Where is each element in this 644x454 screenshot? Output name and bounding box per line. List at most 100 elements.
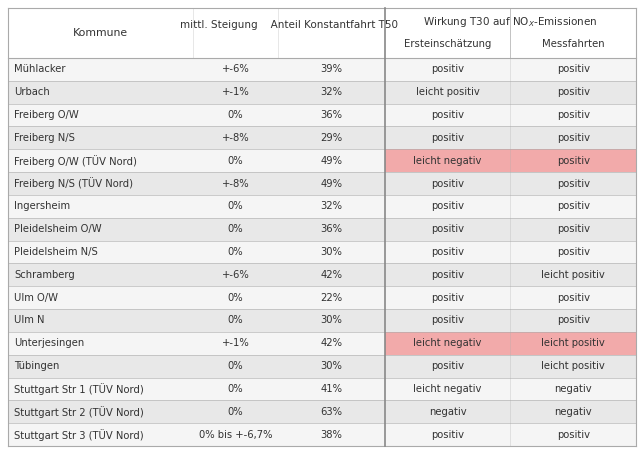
Text: 0% bis +-6,7%: 0% bis +-6,7%: [199, 429, 272, 439]
Text: positiv: positiv: [431, 429, 464, 439]
Text: Wirkung T30 auf NO$_X$-Emissionen: Wirkung T30 auf NO$_X$-Emissionen: [423, 15, 598, 29]
Text: Stuttgart Str 2 (TÜV Nord): Stuttgart Str 2 (TÜV Nord): [14, 406, 144, 418]
Bar: [8, 8, 385, 58]
Bar: [385, 378, 636, 400]
Text: mittl. Steigung    Anteil Konstantfahrt T50: mittl. Steigung Anteil Konstantfahrt T50: [180, 20, 398, 30]
Text: 42%: 42%: [321, 270, 343, 280]
Text: 0%: 0%: [228, 247, 243, 257]
Text: 0%: 0%: [228, 361, 243, 371]
Text: 29%: 29%: [320, 133, 343, 143]
Bar: [385, 172, 636, 195]
Text: positiv: positiv: [556, 316, 590, 326]
Text: 36%: 36%: [321, 224, 343, 234]
Text: Pleidelsheim O/W: Pleidelsheim O/W: [14, 224, 102, 234]
Text: Ingersheim: Ingersheim: [14, 202, 70, 212]
Text: +-8%: +-8%: [222, 178, 249, 188]
Bar: [8, 378, 385, 400]
Text: 41%: 41%: [321, 384, 343, 394]
Text: 0%: 0%: [228, 156, 243, 166]
Text: positiv: positiv: [431, 110, 464, 120]
Bar: [385, 195, 636, 218]
Bar: [8, 127, 385, 149]
Bar: [385, 241, 636, 263]
Text: positiv: positiv: [556, 429, 590, 439]
Bar: [385, 309, 636, 332]
Text: 49%: 49%: [321, 156, 343, 166]
Text: positiv: positiv: [431, 133, 464, 143]
Text: positiv: positiv: [431, 202, 464, 212]
Text: leicht negativ: leicht negativ: [413, 384, 482, 394]
Text: 30%: 30%: [321, 316, 343, 326]
Bar: [385, 286, 636, 309]
Text: Tübingen: Tübingen: [14, 361, 59, 371]
Bar: [8, 400, 385, 423]
Text: 0%: 0%: [228, 407, 243, 417]
Bar: [8, 423, 385, 446]
Text: positiv: positiv: [431, 293, 464, 303]
Text: positiv: positiv: [431, 270, 464, 280]
Bar: [8, 355, 385, 378]
Text: positiv: positiv: [556, 224, 590, 234]
Text: Stuttgart Str 1 (TÜV Nord): Stuttgart Str 1 (TÜV Nord): [14, 383, 144, 395]
Bar: [8, 81, 385, 104]
Bar: [385, 8, 636, 58]
Text: positiv: positiv: [556, 110, 590, 120]
Text: positiv: positiv: [556, 133, 590, 143]
Text: leicht negativ: leicht negativ: [413, 156, 482, 166]
Bar: [8, 58, 385, 81]
Bar: [385, 218, 636, 241]
Text: Ersteinschätzung: Ersteinschätzung: [404, 39, 491, 49]
Bar: [8, 286, 385, 309]
Text: +-6%: +-6%: [222, 270, 249, 280]
Text: Messfahrten: Messfahrten: [542, 39, 605, 49]
Bar: [385, 81, 636, 104]
Bar: [385, 332, 636, 355]
Text: +-1%: +-1%: [222, 338, 249, 348]
Text: Freiberg N/S (TÜV Nord): Freiberg N/S (TÜV Nord): [14, 178, 133, 189]
Text: leicht positiv: leicht positiv: [542, 361, 605, 371]
Bar: [8, 172, 385, 195]
Text: Mühlacker: Mühlacker: [14, 64, 66, 74]
Text: 32%: 32%: [321, 202, 343, 212]
Bar: [385, 355, 636, 378]
Text: 49%: 49%: [321, 178, 343, 188]
Text: 0%: 0%: [228, 110, 243, 120]
Text: 22%: 22%: [320, 293, 343, 303]
Text: +-8%: +-8%: [222, 133, 249, 143]
Text: Schramberg: Schramberg: [14, 270, 75, 280]
Text: 0%: 0%: [228, 293, 243, 303]
Bar: [385, 149, 636, 172]
Text: Freiberg N/S: Freiberg N/S: [14, 133, 75, 143]
Text: positiv: positiv: [556, 202, 590, 212]
Text: positiv: positiv: [431, 316, 464, 326]
Text: 36%: 36%: [321, 110, 343, 120]
Bar: [8, 241, 385, 263]
Text: 38%: 38%: [321, 429, 343, 439]
Text: 30%: 30%: [321, 247, 343, 257]
Text: 0%: 0%: [228, 384, 243, 394]
Text: Ulm O/W: Ulm O/W: [14, 293, 58, 303]
Text: Pleidelsheim N/S: Pleidelsheim N/S: [14, 247, 98, 257]
Bar: [385, 58, 636, 81]
Text: positiv: positiv: [556, 178, 590, 188]
Bar: [8, 149, 385, 172]
Text: positiv: positiv: [556, 247, 590, 257]
Text: negativ: negativ: [429, 407, 466, 417]
Text: positiv: positiv: [431, 64, 464, 74]
Text: Urbach: Urbach: [14, 87, 50, 97]
Bar: [385, 127, 636, 149]
Text: 32%: 32%: [321, 87, 343, 97]
Text: 39%: 39%: [321, 64, 343, 74]
Text: 0%: 0%: [228, 202, 243, 212]
Bar: [385, 104, 636, 127]
Text: 42%: 42%: [321, 338, 343, 348]
Bar: [385, 400, 636, 423]
Bar: [8, 332, 385, 355]
Bar: [8, 309, 385, 332]
Text: Freiberg O/W (TÜV Nord): Freiberg O/W (TÜV Nord): [14, 155, 137, 167]
Text: 0%: 0%: [228, 224, 243, 234]
Text: Stuttgart Str 3 (TÜV Nord): Stuttgart Str 3 (TÜV Nord): [14, 429, 144, 440]
Bar: [8, 195, 385, 218]
Text: positiv: positiv: [556, 64, 590, 74]
Text: Kommune: Kommune: [73, 28, 128, 38]
